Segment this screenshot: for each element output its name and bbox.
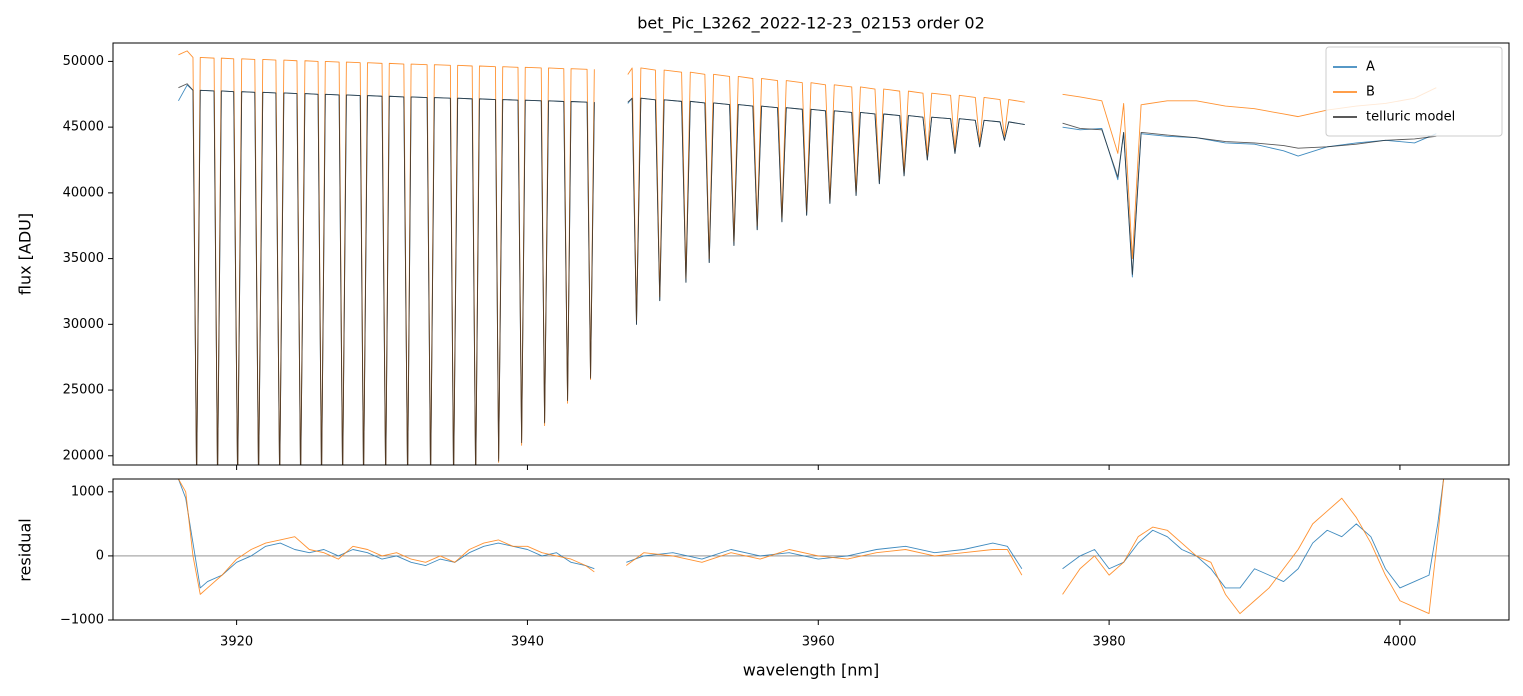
- x-tick-label: 3940: [511, 635, 544, 650]
- legend-label: B: [1366, 85, 1375, 100]
- y-tick-label: −1000: [60, 613, 104, 628]
- chart-title: bet_Pic_L3262_2022-12-23_02153 order 02: [637, 14, 985, 34]
- plot-area: [113, 479, 1509, 615]
- x-tick-label: 3920: [220, 635, 253, 650]
- x-tick-label: 4000: [1383, 635, 1416, 650]
- y-tick-label: 20000: [63, 448, 104, 463]
- y-tick-label: 1000: [71, 484, 104, 499]
- plot-area: [178, 50, 1437, 465]
- legend-label: A: [1366, 60, 1375, 75]
- legend-label: telluric model: [1366, 110, 1455, 125]
- series-line: [178, 479, 1445, 615]
- y-tick-label: 50000: [63, 54, 104, 69]
- legend-box: [1325, 46, 1503, 137]
- y-tick-label: 40000: [63, 185, 104, 200]
- y-tick-label: 30000: [63, 317, 104, 332]
- x-tick-label: 3960: [802, 635, 835, 650]
- axes-frame: [112, 478, 1510, 621]
- y-axis-label: flux [ADU]: [16, 213, 35, 295]
- axes-frame: [112, 42, 1510, 466]
- y-tick-label: 0: [96, 548, 104, 563]
- x-axis-label: wavelength [nm]: [743, 661, 880, 680]
- y-tick-label: 35000: [63, 251, 104, 266]
- series-line: [178, 83, 1437, 465]
- y-tick-label: 45000: [63, 120, 104, 135]
- x-tick-label: 3980: [1093, 635, 1126, 650]
- y-axis-label: residual: [16, 518, 35, 581]
- y-tick-label: 25000: [63, 383, 104, 398]
